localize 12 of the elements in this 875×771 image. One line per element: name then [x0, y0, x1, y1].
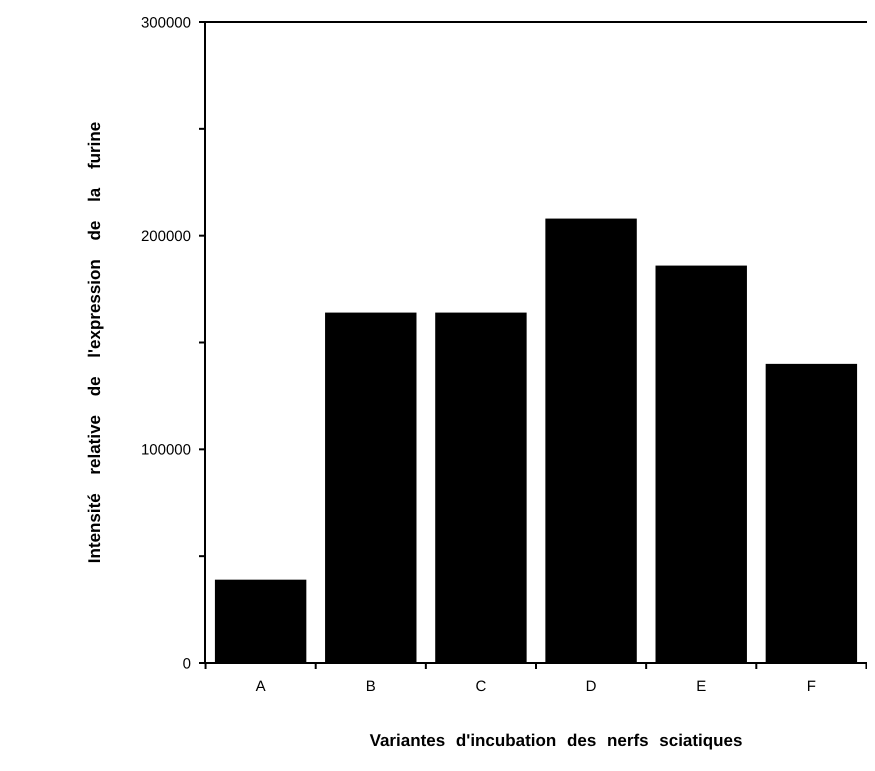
x-tick-label: A	[256, 678, 266, 695]
y-axis-title: Intensité relative de l'expression de la furine	[85, 122, 104, 564]
x-axis-title: Variantes d'incubation des nerfs sciatiques	[370, 731, 742, 750]
x-tick-label: D	[586, 678, 597, 695]
y-tick-label: 200000	[140, 228, 191, 245]
y-tick-label: 100000	[140, 442, 191, 459]
x-tick-label: F	[806, 678, 816, 695]
y-tick-label: 0	[182, 655, 191, 672]
x-tick-label: E	[696, 678, 706, 695]
x-tick-label: C	[476, 678, 487, 695]
y-tick-label: 300000	[140, 14, 191, 32]
x-tick-label: B	[366, 678, 376, 695]
